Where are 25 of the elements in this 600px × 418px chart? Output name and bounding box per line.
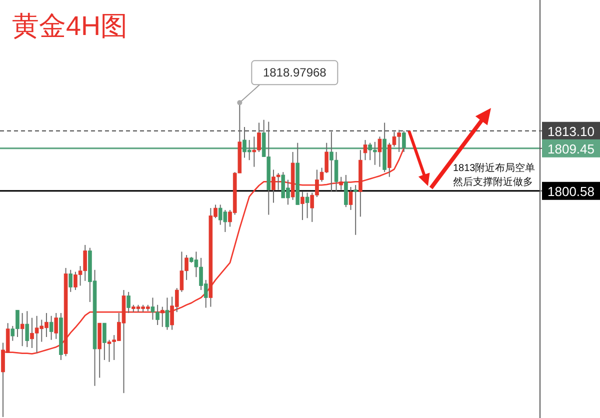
y-tick-label: 1809.45 bbox=[548, 141, 594, 156]
candlestick bbox=[102, 322, 106, 360]
y-tick-label: 1800.58 bbox=[548, 184, 594, 199]
candlestick bbox=[25, 310, 30, 348]
candlestick bbox=[68, 269, 73, 292]
candlestick bbox=[160, 306, 164, 328]
candlestick bbox=[339, 176, 343, 190]
candlestick bbox=[363, 139, 368, 161]
candlestick bbox=[300, 191, 304, 221]
chart-title: 黄金4H图 bbox=[12, 11, 128, 41]
candlestick bbox=[126, 291, 130, 314]
candlestick bbox=[348, 186, 353, 210]
candlestick bbox=[165, 297, 170, 330]
text: 然后支撑附近做多 bbox=[453, 176, 533, 188]
candlestick bbox=[49, 315, 54, 340]
candlestick bbox=[54, 312, 58, 340]
y-tick-label: 1813.10 bbox=[548, 124, 594, 139]
candlestick bbox=[378, 136, 382, 168]
candlestick bbox=[402, 130, 406, 152]
text: 1813附近布局空单 bbox=[453, 162, 536, 174]
candlestick bbox=[305, 192, 310, 219]
candlestick bbox=[344, 174, 348, 208]
candlestick bbox=[20, 312, 24, 347]
candlestick bbox=[354, 184, 358, 236]
annotation: 1818.97968 bbox=[262, 66, 327, 80]
